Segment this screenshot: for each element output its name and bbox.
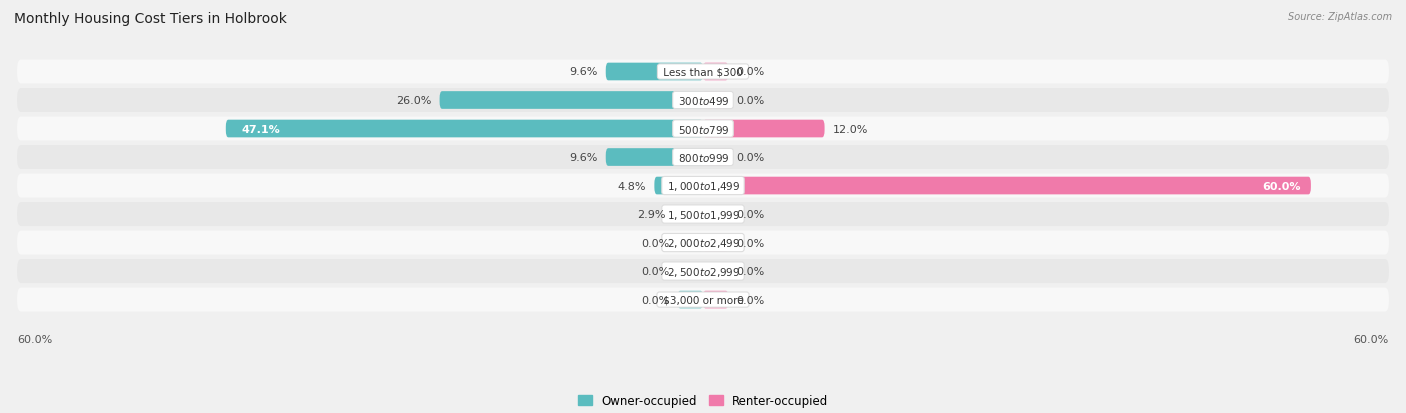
FancyBboxPatch shape (703, 64, 728, 81)
Text: $2,500 to $2,999: $2,500 to $2,999 (665, 265, 741, 278)
Text: 9.6%: 9.6% (569, 153, 598, 163)
Text: $1,000 to $1,499: $1,000 to $1,499 (665, 180, 741, 192)
Text: 60.0%: 60.0% (17, 335, 52, 345)
FancyBboxPatch shape (440, 92, 703, 109)
FancyBboxPatch shape (606, 149, 703, 166)
FancyBboxPatch shape (678, 263, 703, 280)
Text: 60.0%: 60.0% (1263, 181, 1301, 191)
FancyBboxPatch shape (678, 291, 703, 309)
Text: $3,000 or more: $3,000 or more (659, 295, 747, 305)
Legend: Owner-occupied, Renter-occupied: Owner-occupied, Renter-occupied (572, 389, 834, 411)
Text: 26.0%: 26.0% (396, 96, 432, 106)
Text: 9.6%: 9.6% (569, 67, 598, 77)
FancyBboxPatch shape (703, 206, 728, 223)
FancyBboxPatch shape (17, 288, 1389, 312)
Text: $300 to $499: $300 to $499 (675, 95, 731, 107)
FancyBboxPatch shape (654, 177, 703, 195)
Text: 2.9%: 2.9% (637, 209, 665, 220)
Text: Monthly Housing Cost Tiers in Holbrook: Monthly Housing Cost Tiers in Holbrook (14, 12, 287, 26)
Text: 60.0%: 60.0% (1354, 335, 1389, 345)
FancyBboxPatch shape (17, 117, 1389, 141)
Text: 0.0%: 0.0% (641, 266, 669, 276)
Text: Source: ZipAtlas.com: Source: ZipAtlas.com (1288, 12, 1392, 22)
FancyBboxPatch shape (703, 92, 728, 109)
FancyBboxPatch shape (17, 203, 1389, 226)
Text: 12.0%: 12.0% (832, 124, 868, 134)
FancyBboxPatch shape (17, 146, 1389, 170)
FancyBboxPatch shape (703, 149, 728, 166)
FancyBboxPatch shape (17, 231, 1389, 255)
FancyBboxPatch shape (606, 64, 703, 81)
Text: $2,000 to $2,499: $2,000 to $2,499 (665, 237, 741, 249)
Text: $800 to $999: $800 to $999 (675, 152, 731, 164)
Text: 0.0%: 0.0% (641, 295, 669, 305)
Text: 0.0%: 0.0% (737, 295, 765, 305)
FancyBboxPatch shape (673, 206, 703, 223)
Text: 47.1%: 47.1% (240, 124, 280, 134)
Text: 4.8%: 4.8% (617, 181, 647, 191)
FancyBboxPatch shape (703, 234, 728, 252)
FancyBboxPatch shape (17, 174, 1389, 198)
Text: 0.0%: 0.0% (737, 67, 765, 77)
FancyBboxPatch shape (17, 60, 1389, 84)
Text: 0.0%: 0.0% (641, 238, 669, 248)
Text: $500 to $799: $500 to $799 (675, 123, 731, 135)
FancyBboxPatch shape (703, 177, 1310, 195)
Text: 0.0%: 0.0% (737, 209, 765, 220)
Text: 0.0%: 0.0% (737, 96, 765, 106)
FancyBboxPatch shape (17, 89, 1389, 113)
FancyBboxPatch shape (17, 259, 1389, 283)
Text: $1,500 to $1,999: $1,500 to $1,999 (665, 208, 741, 221)
Text: 0.0%: 0.0% (737, 238, 765, 248)
FancyBboxPatch shape (703, 291, 728, 309)
FancyBboxPatch shape (703, 263, 728, 280)
FancyBboxPatch shape (703, 120, 824, 138)
Text: 0.0%: 0.0% (737, 153, 765, 163)
FancyBboxPatch shape (226, 120, 703, 138)
Text: Less than $300: Less than $300 (659, 67, 747, 77)
FancyBboxPatch shape (678, 234, 703, 252)
Text: 0.0%: 0.0% (737, 266, 765, 276)
